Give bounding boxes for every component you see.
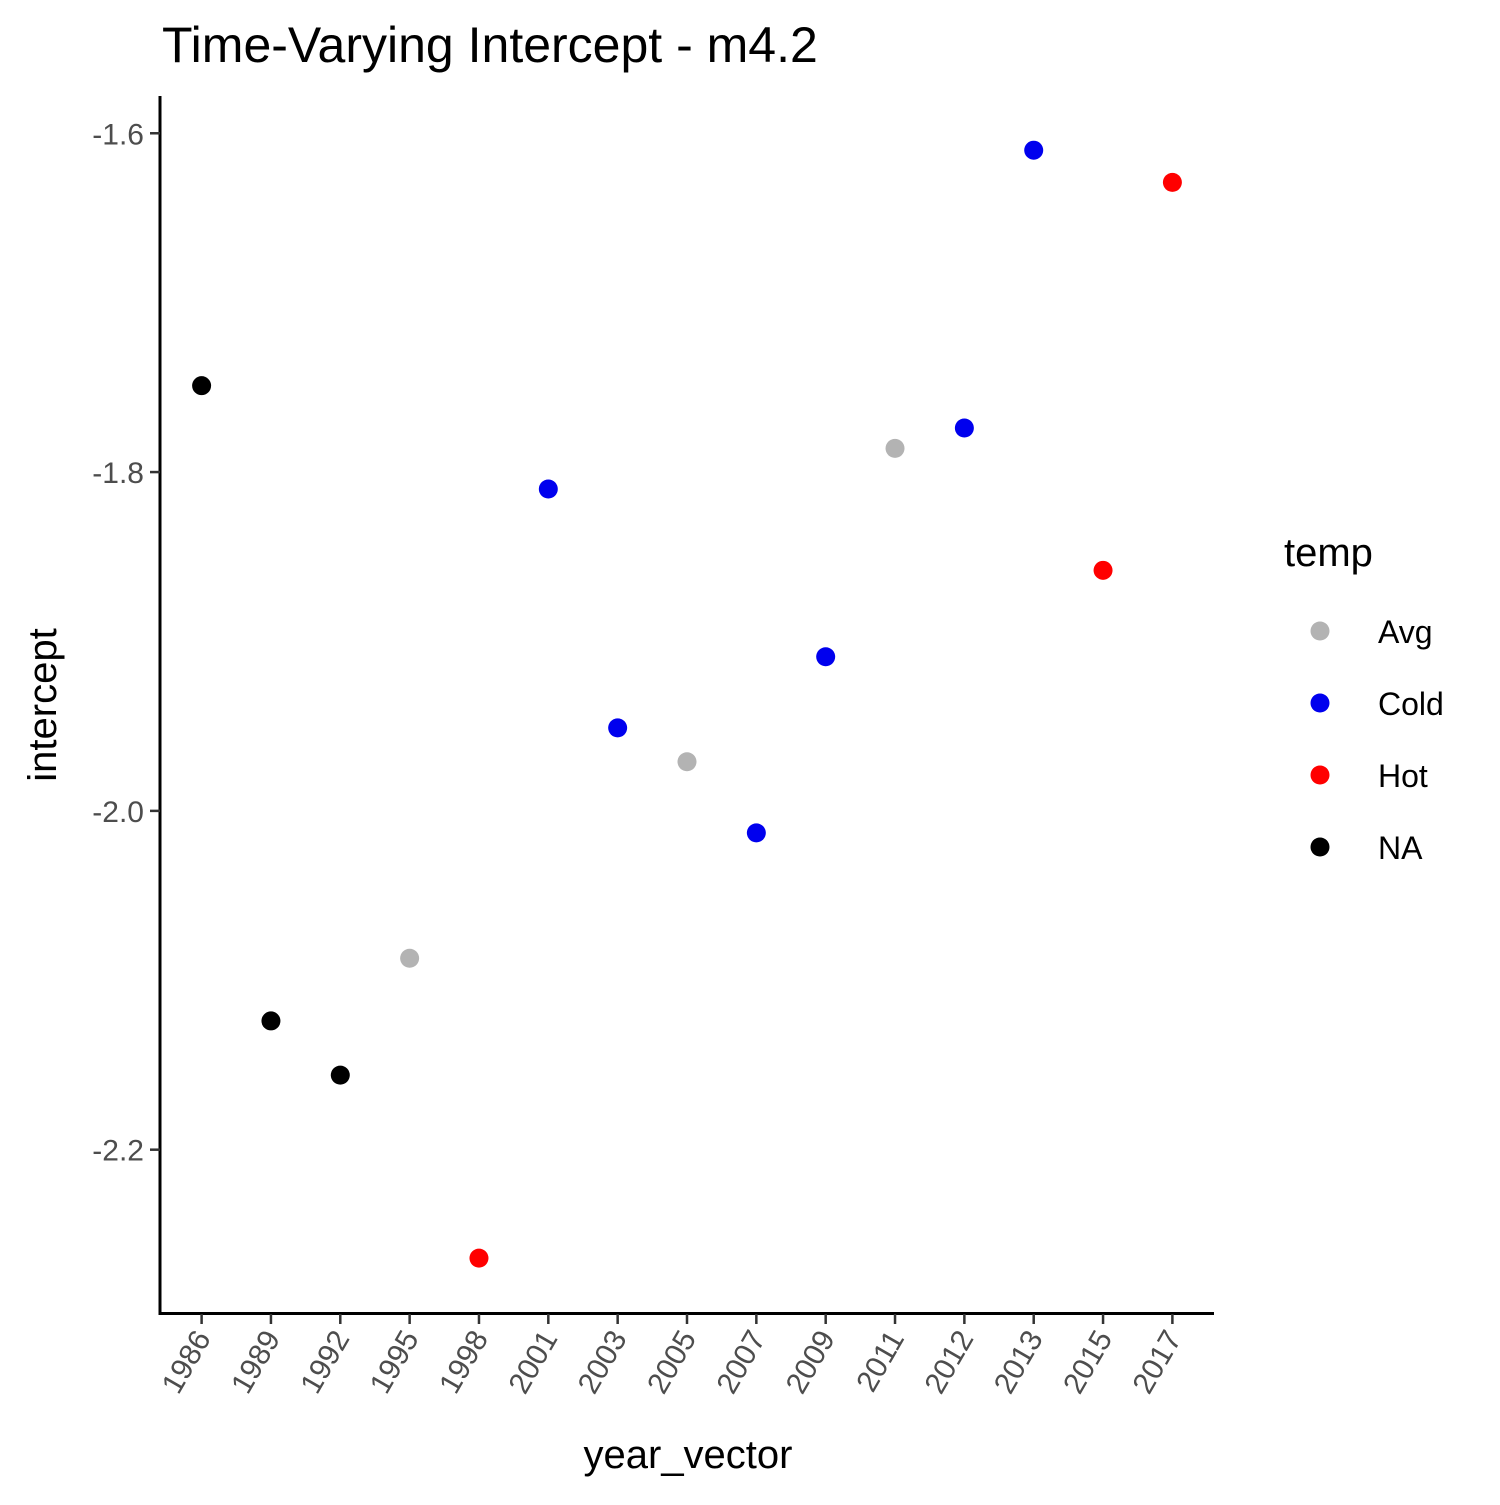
data-point [608, 718, 628, 738]
legend-entries: Avg Cold Hot NA [1310, 614, 1444, 866]
data-point [192, 376, 212, 396]
x-tick-label: 2003 [572, 1325, 634, 1399]
y-axis: -1.6 -1.8 -2.0 -2.2 [92, 118, 160, 1168]
chart-title: Time-Varying Intercept - m4.2 [162, 17, 818, 73]
x-tick-label: 2013 [988, 1325, 1050, 1399]
data-point [261, 1011, 281, 1031]
x-tick-label: 2001 [502, 1325, 564, 1399]
data-point [746, 823, 766, 843]
legend: temp Avg Cold Hot NA [1284, 531, 1444, 866]
legend-key [1310, 837, 1330, 857]
legend-label: NA [1378, 830, 1423, 866]
data-point [1024, 140, 1044, 160]
x-tick-label: 1992 [294, 1325, 356, 1399]
y-tick-label: -1.8 [92, 457, 144, 490]
y-tick-label: -2.0 [92, 796, 144, 829]
x-tick-label: 2009 [780, 1325, 842, 1399]
data-point [816, 647, 836, 667]
legend-title: temp [1284, 531, 1373, 575]
data-point [469, 1248, 489, 1268]
legend-label: Avg [1378, 614, 1433, 650]
x-tick-label: 1998 [433, 1325, 495, 1399]
x-tick-label: 1995 [364, 1325, 426, 1399]
data-point [1162, 172, 1182, 192]
data-point [538, 479, 558, 499]
legend-key [1310, 765, 1330, 785]
y-tick-label: -2.2 [92, 1135, 144, 1168]
y-tick-label: -1.6 [92, 118, 144, 151]
y-axis-title: intercept [21, 628, 65, 781]
data-point [954, 418, 974, 438]
x-axis: 1986 1989 1992 1995 1998 2001 2003 2005 2007 2009… [156, 1314, 1189, 1399]
plot-area [192, 140, 1182, 1268]
legend-label: Cold [1378, 686, 1444, 722]
legend-key [1310, 693, 1330, 713]
x-tick-label: 1986 [156, 1325, 218, 1399]
data-point [885, 438, 905, 458]
data-point [330, 1065, 350, 1085]
x-tick-label: 2015 [1057, 1325, 1119, 1399]
x-axis-title: year_vector [584, 1433, 793, 1477]
legend-key [1310, 621, 1330, 641]
x-tick-label: 2017 [1127, 1325, 1189, 1399]
data-point [400, 948, 420, 968]
x-tick-label: 1989 [225, 1325, 287, 1399]
x-tick-label: 2012 [918, 1325, 980, 1399]
x-tick-label: 2011 [850, 1325, 911, 1397]
data-point [1093, 560, 1113, 580]
data-point [677, 752, 697, 772]
x-tick-label: 2007 [710, 1325, 772, 1399]
legend-label: Hot [1378, 758, 1428, 794]
x-tick-label: 2005 [641, 1325, 703, 1399]
